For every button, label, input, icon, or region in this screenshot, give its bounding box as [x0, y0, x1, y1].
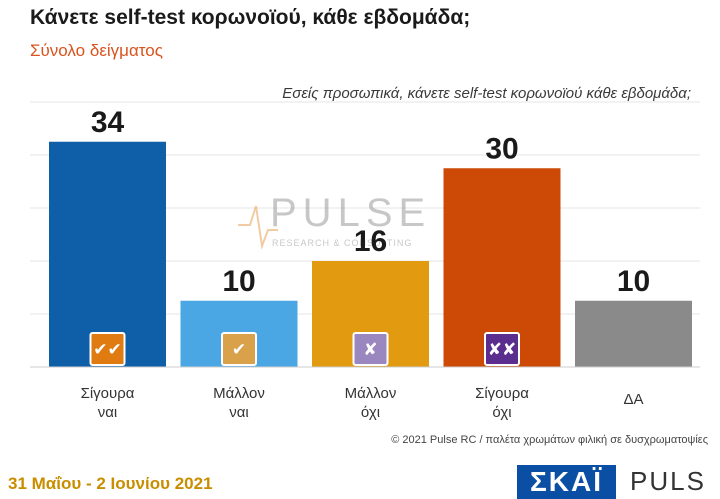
- category-label-line: Σίγουρα: [80, 385, 135, 402]
- data-label: 10: [617, 265, 650, 298]
- category-label: Σίγουρα όχι: [442, 384, 562, 422]
- skai-logo: ΣΚΑΪ: [517, 465, 616, 499]
- category-label: Μάλλον ναι: [179, 384, 299, 422]
- data-label: 30: [485, 132, 518, 165]
- data-label: 34: [91, 106, 125, 139]
- chart-title: Κάνετε self-test κορωνοϊού, κάθε εβδομάδ…: [30, 6, 471, 29]
- watermark-name: PULSE: [270, 191, 431, 235]
- category-label: Σίγουρα ναι: [48, 384, 168, 422]
- answer-badge-glyph: ✘✘: [488, 340, 517, 360]
- category-label: Μάλλον όχι: [311, 384, 431, 422]
- answer-badge-glyph: ✔✔: [93, 340, 122, 360]
- bar: [49, 141, 166, 367]
- answer-badge-icon: [89, 332, 126, 366]
- answer-badge-glyph: ✘: [363, 340, 377, 360]
- category-label-line: ναι: [229, 404, 249, 421]
- category-label-line: ναι: [97, 404, 118, 421]
- watermark-tagline: RESEARCH & CONSULTING: [272, 238, 412, 248]
- answer-badge-icon: [484, 332, 520, 366]
- survey-question: Εσείς προσωπικά, κάνετε self-test κορωνο…: [282, 85, 691, 102]
- fieldwork-dates: 31 Μαΐου - 2 Ιουνίου 2021: [8, 474, 213, 493]
- category-label-line: όχι: [492, 404, 512, 421]
- watermark-pulse-line: [238, 205, 278, 250]
- chart-subtitle: Σύνολο δείγματος: [30, 41, 163, 60]
- answer-badge-glyph: ✔: [232, 340, 246, 360]
- category-label: ΔΑ: [574, 390, 694, 409]
- category-label-line: όχι: [360, 404, 381, 421]
- category-label-line: Μάλλον: [213, 385, 265, 402]
- bar: [575, 300, 692, 367]
- category-label-line: ΔΑ: [623, 391, 644, 408]
- pulse-logo: PULS: [630, 466, 706, 496]
- answer-badge-icon: [352, 332, 389, 366]
- category-label-line: Σίγουρα: [475, 385, 529, 402]
- data-label: 10: [222, 265, 255, 298]
- answer-badge-icon: [221, 332, 257, 366]
- category-label-line: Μάλλον: [344, 385, 397, 402]
- copyright-note: © 2021 Pulse RC / παλέτα χρωμάτων φιλική…: [391, 434, 708, 446]
- bars: 34 ✔✔ 10 ✔ 16 ✘ 30 ✘✘ 10: [49, 106, 692, 367]
- data-label: 16: [354, 225, 387, 258]
- pulse-watermark: PULSE RESEARCH & CONSULTING: [238, 191, 431, 250]
